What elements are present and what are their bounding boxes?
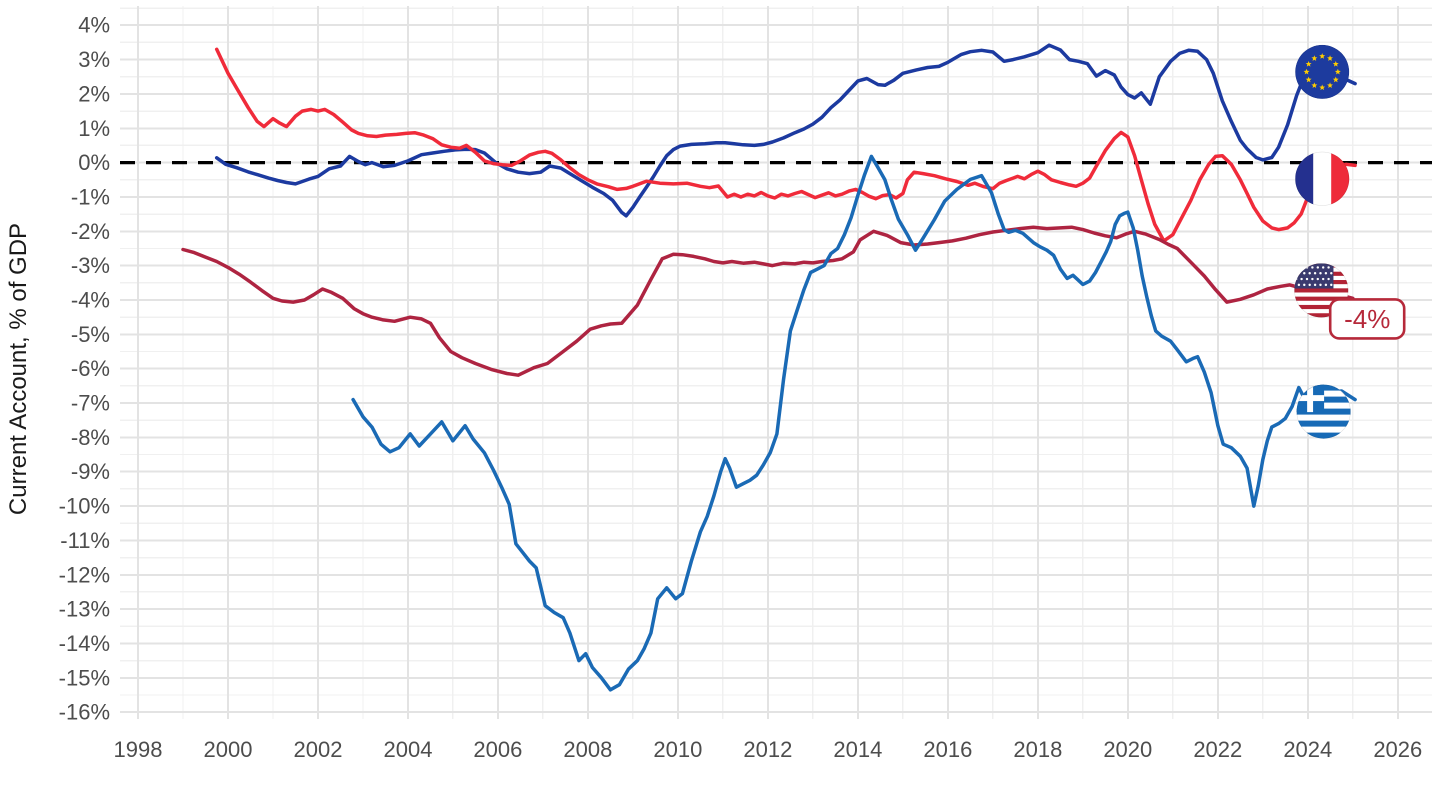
y-tick-label: 1% — [78, 116, 110, 141]
grid-major — [120, 6, 1432, 719]
y-tick-label: -1% — [71, 185, 110, 210]
greece-flag-icon — [1296, 384, 1351, 439]
x-tick-label: 2016 — [923, 737, 972, 762]
y-tick-label: 3% — [78, 47, 110, 72]
x-tick-label: 2012 — [743, 737, 792, 762]
series-line-eu — [214, 43, 1357, 218]
x-tick-label: 2018 — [1013, 737, 1062, 762]
y-tick-label: -14% — [59, 631, 110, 656]
x-tick-label: 2000 — [204, 737, 253, 762]
us-value-annotation: -4% — [1328, 298, 1406, 340]
y-tick-label: -16% — [59, 700, 110, 725]
y-tick-label: -13% — [59, 597, 110, 622]
y-tick-label: -3% — [71, 253, 110, 278]
y-axis-title: Current Account, % of GDP — [5, 223, 32, 515]
france-flag-icon — [1295, 151, 1350, 206]
y-tick-label: -11% — [60, 528, 110, 553]
annotation-text: -4% — [1344, 304, 1390, 334]
y-tick-label: -4% — [71, 288, 110, 313]
x-tick-label: 2014 — [833, 737, 882, 762]
y-tick-label: -8% — [71, 425, 110, 450]
y-tick-label: -6% — [71, 356, 110, 381]
y-tick-label: -9% — [71, 459, 110, 484]
x-tick-label: 2026 — [1373, 737, 1422, 762]
x-tick-label: 2010 — [653, 737, 702, 762]
x-tick-label: 2020 — [1103, 737, 1152, 762]
eu-flag-icon — [1295, 44, 1350, 99]
x-tick-label: 2022 — [1193, 737, 1242, 762]
us-flag-icon — [1294, 263, 1349, 318]
y-tick-label: -7% — [71, 391, 110, 416]
x-tick-label: 2008 — [563, 737, 612, 762]
y-tick-label: 2% — [78, 81, 110, 106]
y-tick-label: 0% — [78, 150, 110, 175]
tick-labels: 4% 3% 2% 1% 0% -1% -2% -3% -4% -5% -6% -7% -8% -9% -10… — [59, 13, 1423, 762]
y-tick-label: 4% — [78, 13, 110, 38]
y-tick-label: -12% — [59, 562, 110, 587]
series-line-france — [214, 47, 1357, 243]
series-line-us — [181, 225, 1355, 377]
x-tick-label: 2006 — [473, 737, 522, 762]
annotation-box — [1328, 298, 1406, 340]
y-tick-label: -10% — [59, 494, 110, 519]
grid-minor — [120, 6, 1432, 719]
series-line-greece — [351, 154, 1357, 692]
y-tick-label: -2% — [71, 219, 110, 244]
y-tick-label: -5% — [71, 322, 110, 347]
x-tick-label: 2004 — [384, 737, 433, 762]
y-tick-label: -15% — [59, 665, 110, 690]
x-tick-label: 2024 — [1283, 737, 1332, 762]
x-tick-label: 2002 — [294, 737, 343, 762]
plot-layer: 4% 3% 2% 1% 0% -1% -2% -3% -4% -5% -6% -7% -8% -9% -10… — [59, 6, 1432, 762]
x-tick-label: 1998 — [114, 737, 163, 762]
